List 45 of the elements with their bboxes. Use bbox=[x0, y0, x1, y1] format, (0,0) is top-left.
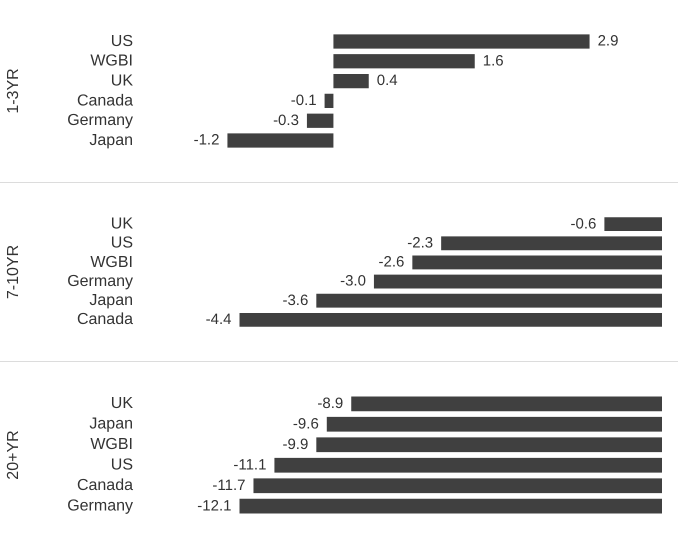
bar bbox=[227, 133, 334, 148]
bar bbox=[333, 74, 369, 88]
y-tick-label: Canada bbox=[76, 92, 134, 110]
y-tick-label: Canada bbox=[76, 311, 134, 328]
data-label: 0.4 bbox=[376, 72, 398, 90]
y-tick-label: Canada bbox=[76, 477, 134, 494]
data-label: -11.7 bbox=[212, 476, 246, 494]
data-label: -12.1 bbox=[197, 497, 232, 514]
data-label: -1.2 bbox=[194, 132, 220, 149]
y-tick-label: US bbox=[110, 456, 133, 474]
y-tick-label: WGBI bbox=[90, 436, 133, 454]
data-label: -2.3 bbox=[407, 234, 434, 252]
y-tick-label: UK bbox=[110, 395, 134, 412]
data-label: -9.6 bbox=[292, 415, 319, 432]
y-tick-label: UK bbox=[110, 72, 134, 90]
bar bbox=[306, 114, 334, 128]
data-label: -11.1 bbox=[233, 456, 266, 474]
bar bbox=[333, 54, 475, 68]
y-tick-label: Japan bbox=[89, 132, 133, 149]
data-label: -2.6 bbox=[378, 254, 404, 271]
bar bbox=[324, 94, 334, 108]
y-tick-label: Japan bbox=[89, 416, 133, 433]
y-tick-label: US bbox=[110, 234, 133, 252]
y-axis-title: 20+YR bbox=[5, 430, 22, 480]
bar bbox=[333, 34, 590, 49]
data-label: -8.9 bbox=[317, 394, 344, 412]
data-label: 1.6 bbox=[482, 52, 504, 70]
data-label: -0.1 bbox=[290, 92, 317, 110]
y-tick-label: Japan bbox=[89, 292, 133, 310]
y-tick-label: WGBI bbox=[90, 52, 133, 70]
data-label: -4.4 bbox=[206, 310, 232, 328]
data-label: -3.0 bbox=[340, 272, 366, 290]
data-label: -3.6 bbox=[282, 292, 308, 309]
data-label: 2.9 bbox=[598, 32, 618, 50]
y-tick-label: WGBI bbox=[90, 254, 133, 271]
y-tick-label: US bbox=[110, 32, 133, 50]
y-tick-label: Germany bbox=[67, 498, 133, 515]
data-label: -9.9 bbox=[282, 436, 308, 453]
y-axis-title: 1-3YR bbox=[5, 68, 22, 114]
data-label: -0.3 bbox=[273, 112, 299, 129]
data-label: -0.6 bbox=[570, 215, 596, 232]
y-tick-label: Germany bbox=[67, 272, 133, 290]
y-axis-title: 7-10YR bbox=[5, 244, 22, 300]
y-tick-label: UK bbox=[110, 216, 134, 233]
y-tick-label: Germany bbox=[67, 112, 133, 130]
